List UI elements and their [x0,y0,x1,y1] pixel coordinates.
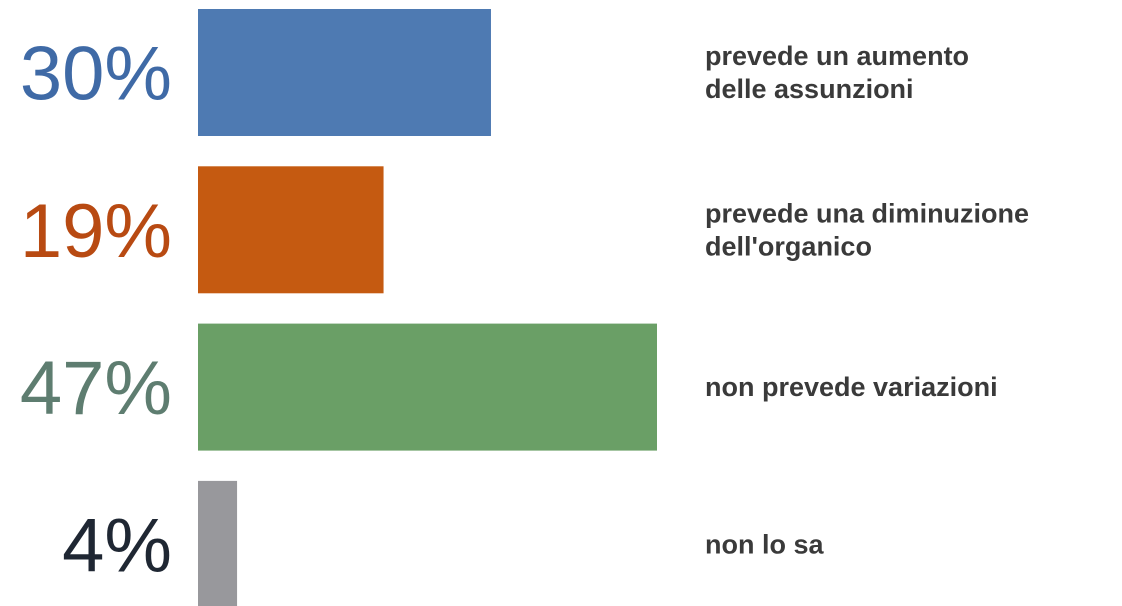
category-label-3: non prevede variazioni [705,372,998,402]
category-label-line: non prevede variazioni [705,372,998,402]
category-label-line: dell'organico [705,231,872,261]
category-label-2: prevede una diminuzione dell'organico [705,198,1029,261]
category-label-line: prevede un aumento [705,41,969,71]
bar-1 [198,9,491,136]
percentage-label-4: 4% [62,503,172,588]
percentage-label-1: 30% [20,32,172,117]
bar-3 [198,323,657,451]
category-label-1: prevede un aumento delle assunzioni [705,41,969,104]
bar-4 [198,480,238,606]
bar-2 [198,166,384,294]
category-label-line: delle assunzioni [705,74,914,104]
percentage-label-3: 47% [20,346,172,431]
category-label-line: non lo sa [705,529,824,559]
category-label-4: non lo sa [705,529,824,559]
percentage-label-2: 19% [20,189,172,274]
category-label-line: prevede una diminuzione [705,198,1029,228]
